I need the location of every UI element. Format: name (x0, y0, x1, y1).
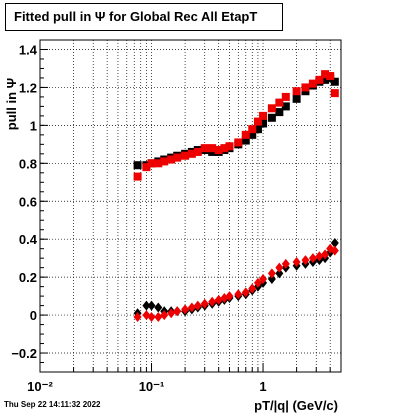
axes: −0.2 0 0.2 0.4 0.6 0.8 1 1.2 1.4 10⁻² 10⁻¹ 1 (11, 42, 342, 394)
data-point (321, 249, 330, 260)
data-point (292, 256, 301, 267)
data-point (193, 147, 202, 156)
data-point (142, 300, 151, 311)
data-point (147, 311, 156, 322)
data-point (248, 130, 257, 139)
data-point (154, 302, 163, 313)
y-tick-label: 0 (30, 308, 37, 323)
data-point (259, 111, 268, 120)
data-point (275, 268, 284, 279)
data-point (308, 79, 317, 88)
data-point (330, 77, 339, 86)
data-point (253, 125, 262, 134)
data-point (214, 294, 223, 305)
y-axis-label: pull in Ψ (4, 78, 19, 130)
data-point (275, 98, 284, 107)
data-point (275, 108, 284, 117)
y-tick-label: 0.2 (19, 270, 37, 285)
data-point (133, 172, 142, 181)
y-tick-label: 1.4 (19, 42, 38, 57)
data-point (301, 83, 310, 92)
data-point (133, 311, 142, 322)
data-point (193, 300, 202, 311)
data-point (248, 283, 257, 294)
y-tick-label: 1.2 (19, 80, 37, 95)
data-point (167, 308, 176, 319)
data-point (292, 87, 301, 96)
y-tick-label: 0.8 (19, 156, 37, 171)
data-point (241, 136, 250, 145)
chart-title: Fitted pull in Ψ for Global Rec All Etap… (5, 3, 283, 31)
data-point (281, 92, 290, 101)
data-point (326, 72, 335, 81)
data-point (147, 300, 156, 311)
data-point (167, 155, 176, 164)
data-point (281, 102, 290, 111)
data-point (241, 287, 250, 298)
data-point (200, 298, 209, 309)
data-point (160, 157, 169, 166)
data-point (208, 144, 217, 153)
data-point (267, 268, 276, 279)
data-point (275, 262, 284, 273)
data-point (187, 302, 196, 313)
data-point (234, 289, 243, 300)
data-point (308, 253, 317, 264)
x-axis-label: pT/|q| (GeV/c) (254, 398, 338, 413)
data-point (248, 125, 257, 134)
data-point (187, 149, 196, 158)
data-point (225, 291, 234, 302)
data-point (208, 296, 217, 307)
plot-area (40, 40, 341, 372)
data-point (301, 255, 310, 266)
y-tick-label: −0.2 (11, 346, 37, 361)
x-tick-label: 10⁻² (27, 379, 53, 394)
data-point (241, 130, 250, 139)
data-point (142, 163, 151, 172)
data-point (173, 306, 182, 317)
x-tick-label: 10⁻¹ (139, 379, 165, 394)
data-point (292, 94, 301, 103)
data-point (133, 161, 142, 170)
data-point (173, 153, 182, 162)
y-tick-label: 1 (30, 118, 37, 133)
data-point (214, 146, 223, 155)
data-point (220, 144, 229, 153)
data-point (253, 277, 262, 288)
data-point (200, 144, 209, 153)
y-tick-label: 0.4 (19, 232, 38, 247)
data-point (330, 89, 339, 98)
data-point (253, 117, 262, 126)
timestamp: Thu Sep 22 14:11:32 2022 (4, 400, 101, 409)
data-point (259, 274, 268, 285)
data-point (181, 304, 190, 315)
data-point (225, 142, 234, 151)
data-point (281, 258, 290, 269)
data-point (160, 310, 169, 321)
data-point (330, 237, 339, 248)
data-point (267, 113, 276, 122)
data-point (330, 245, 339, 256)
data-point (234, 138, 243, 147)
data-point (267, 274, 276, 285)
data-point (154, 311, 163, 322)
data-point (154, 159, 163, 168)
data-marks (133, 70, 339, 322)
plot-frame (39, 39, 342, 373)
data-point (147, 159, 156, 168)
data-point (181, 151, 190, 160)
y-tick-label: 0.6 (19, 194, 37, 209)
data-point (315, 75, 324, 84)
data-point (267, 104, 276, 113)
data-point (315, 251, 324, 262)
data-point (259, 119, 268, 128)
data-point (321, 70, 330, 79)
data-point (321, 75, 330, 84)
x-tick-label: 1 (259, 379, 266, 394)
